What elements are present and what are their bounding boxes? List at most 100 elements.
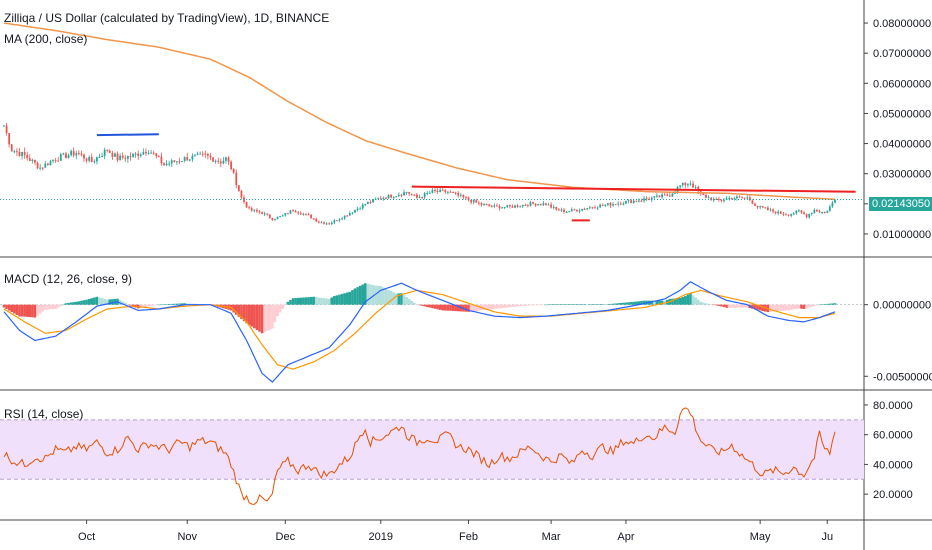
- macd-histogram-bar: [505, 304, 509, 308]
- y-tick-label: 0.08000000: [873, 18, 931, 30]
- macd-histogram-bar: [681, 297, 685, 305]
- macd-histogram-bar: [265, 304, 269, 331]
- macd-histogram-bar: [376, 285, 380, 305]
- macd-histogram-bar: [758, 304, 762, 311]
- candle-body: [219, 161, 222, 164]
- candle-body: [496, 205, 498, 207]
- candle-body: [323, 222, 325, 224]
- macd-histogram-bar: [642, 300, 646, 305]
- candle-body: [681, 182, 684, 186]
- candle-body: [702, 193, 705, 195]
- macd-histogram-bar: [369, 284, 372, 305]
- candle-body: [586, 208, 589, 210]
- candle-body: [400, 194, 403, 196]
- macd-histogram-bar: [33, 304, 37, 318]
- candle-body: [196, 153, 199, 155]
- macd-histogram-bar: [627, 302, 630, 305]
- candle-body: [526, 205, 529, 207]
- candle-body: [31, 159, 34, 161]
- macd-histogram-bar: [296, 297, 300, 305]
- candle-body: [181, 161, 183, 163]
- candle-body: [281, 215, 284, 217]
- candle-body: [116, 153, 119, 161]
- candle-body: [8, 133, 11, 145]
- macd-histogram-bar: [100, 298, 104, 305]
- candle-body: [787, 214, 790, 216]
- macd-histogram-bar: [658, 300, 661, 305]
- candle-body: [88, 157, 91, 161]
- macd-histogram-bar: [567, 304, 571, 305]
- candle-body: [588, 207, 591, 209]
- candle-body: [206, 154, 209, 156]
- macd-histogram-bar: [103, 298, 106, 305]
- macd-histogram-bar: [508, 304, 512, 308]
- macd-histogram-bar: [253, 304, 256, 329]
- candle-body: [658, 195, 661, 198]
- candle-body: [343, 215, 346, 219]
- candle-body: [650, 197, 653, 200]
- macd-histogram-bar: [634, 301, 638, 305]
- candle-body: [785, 214, 787, 216]
- candle-body: [183, 157, 186, 162]
- candle-body: [823, 212, 826, 214]
- candle-body: [176, 161, 178, 163]
- macd-histogram-bar: [72, 302, 75, 305]
- candle-body: [465, 197, 467, 199]
- macd-histogram-bar: [80, 300, 83, 305]
- candle-body: [542, 203, 545, 205]
- y-tick-label: 0.03000000: [873, 169, 931, 181]
- candle-body: [57, 160, 60, 162]
- candle-body: [121, 155, 124, 158]
- candle-body: [826, 210, 829, 213]
- candle-body: [578, 210, 581, 212]
- candle-body: [243, 197, 245, 203]
- macd-histogram-bar: [797, 304, 801, 309]
- candle-body: [462, 194, 465, 198]
- macd-histogram-bar: [312, 296, 315, 305]
- macd-histogram-bar: [722, 304, 726, 308]
- macd-histogram-bar: [573, 304, 576, 305]
- candle-body: [330, 222, 333, 225]
- macd-histogram-bar: [500, 304, 504, 309]
- macd-histogram-bar: [49, 304, 52, 310]
- macd-histogram-bar: [13, 304, 16, 314]
- candle-body: [90, 157, 93, 162]
- macd-histogram-bar: [18, 304, 21, 317]
- y-tick-label: 40.0000: [873, 459, 913, 471]
- candle-body: [302, 213, 305, 215]
- macd-histogram-bar: [813, 304, 816, 307]
- candle-body: [299, 213, 302, 215]
- candle-body: [418, 197, 421, 199]
- candle-body: [377, 198, 380, 200]
- candle-body: [413, 194, 416, 196]
- candle-body: [511, 206, 514, 208]
- macd-histogram-bar: [54, 304, 57, 309]
- macd-histogram-bar: [165, 304, 168, 305]
- candle-body: [129, 155, 132, 157]
- x-tick-label: Ju: [821, 531, 833, 543]
- macd-histogram-bar: [325, 298, 328, 305]
- macd-histogram-bar: [624, 302, 628, 305]
- candle-body: [10, 144, 13, 152]
- candle-body: [754, 203, 756, 206]
- candle-body: [209, 155, 212, 158]
- macd-histogram-bar: [498, 304, 501, 309]
- macd-histogram-bar: [188, 303, 192, 305]
- candle-body: [436, 190, 439, 192]
- macd-histogram-bar: [353, 288, 357, 305]
- macd-histogram-bar: [108, 299, 112, 305]
- macd-histogram-bar: [320, 297, 323, 305]
- macd-histogram-bar: [789, 304, 793, 310]
- candle-body: [803, 212, 805, 215]
- macd-histogram-bar: [449, 304, 452, 311]
- macd-histogram-bar: [655, 300, 659, 305]
- candle-body: [604, 204, 607, 206]
- macd-histogram-bar: [157, 304, 161, 306]
- candle-body: [730, 198, 733, 200]
- candle-body: [266, 213, 269, 215]
- candle-body: [312, 218, 315, 220]
- candle-body: [715, 198, 718, 200]
- candle-body: [232, 169, 235, 173]
- macd-histogram-bar: [503, 304, 506, 308]
